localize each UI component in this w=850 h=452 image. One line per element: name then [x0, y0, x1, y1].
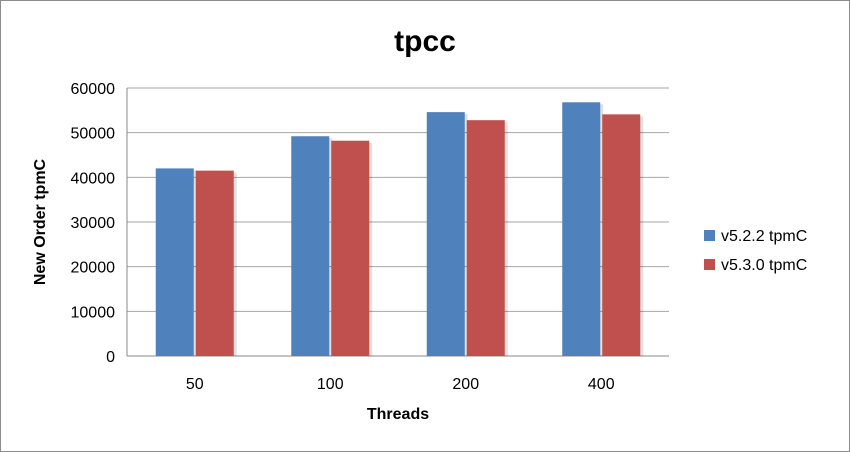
- legend: v5.2.2 tpmC v5.3.0 tpmC: [704, 228, 807, 274]
- legend-swatch: [704, 259, 715, 270]
- bar: [155, 168, 194, 356]
- y-tick-label: 20000: [71, 260, 116, 277]
- y-tick-label: 40000: [71, 170, 116, 187]
- y-tick-label: 30000: [71, 215, 116, 232]
- bar: [562, 102, 601, 356]
- bars: [155, 102, 644, 357]
- y-axis-label: New Order tpmC: [32, 158, 49, 285]
- x-tick-label: 400: [588, 376, 615, 393]
- y-tick-label: 0: [106, 349, 115, 366]
- x-tick-label: 100: [317, 376, 344, 393]
- y-tick-label: 10000: [71, 304, 116, 321]
- legend-label: v5.3.0 tpmC: [721, 257, 807, 274]
- bar: [195, 170, 234, 356]
- x-tick-label: 50: [186, 376, 204, 393]
- chart-title: tpcc: [394, 25, 456, 58]
- bar: [602, 114, 641, 356]
- legend-label: v5.2.2 tpmC: [721, 228, 807, 245]
- y-tick-label: 60000: [71, 81, 116, 98]
- bar: [291, 136, 330, 356]
- y-tick-label: 50000: [71, 126, 116, 143]
- bar: [466, 120, 505, 356]
- x-tick-labels: 50 100 200 400: [186, 376, 615, 393]
- y-tick-labels: 0 10000 20000 30000 40000 50000 60000: [71, 81, 116, 366]
- bar: [426, 112, 465, 357]
- x-tick-label: 200: [452, 376, 479, 393]
- bar: [331, 140, 370, 356]
- x-axis-label: Threads: [367, 406, 429, 423]
- legend-swatch: [704, 230, 715, 241]
